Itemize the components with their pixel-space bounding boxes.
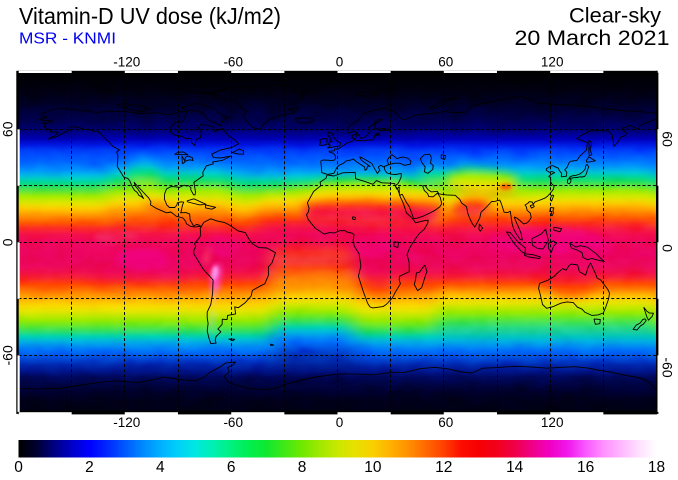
svg-text:0: 0 [336, 415, 344, 430]
svg-text:12: 12 [435, 459, 452, 476]
svg-text:2: 2 [85, 459, 94, 476]
svg-text:0: 0 [0, 238, 16, 246]
svg-text:120: 120 [541, 55, 564, 70]
svg-text:20 March 2021: 20 March 2021 [515, 26, 670, 50]
svg-text:-60: -60 [223, 55, 243, 70]
svg-text:14: 14 [506, 459, 524, 476]
svg-text:120: 120 [541, 415, 564, 430]
svg-text:16: 16 [577, 459, 594, 476]
svg-text:60: 60 [659, 131, 675, 147]
svg-text:60: 60 [438, 415, 453, 430]
svg-text:60: 60 [0, 121, 16, 137]
svg-text:6: 6 [227, 459, 236, 476]
svg-text:MSR - KNMI: MSR - KNMI [19, 31, 116, 48]
svg-text:0: 0 [659, 244, 675, 252]
svg-text:60: 60 [438, 55, 453, 70]
svg-text:10: 10 [364, 459, 382, 476]
svg-text:-120: -120 [113, 55, 140, 70]
svg-text:-120: -120 [113, 415, 140, 430]
svg-text:18: 18 [648, 459, 665, 476]
svg-text:4: 4 [156, 459, 165, 476]
svg-text:-60: -60 [223, 415, 243, 430]
svg-text:0: 0 [14, 459, 23, 476]
svg-text:0: 0 [336, 55, 344, 70]
svg-text:Vitamin-D UV dose (kJ/m2): Vitamin-D UV dose (kJ/m2) [19, 3, 281, 29]
svg-text:-60: -60 [0, 345, 16, 365]
svg-text:8: 8 [298, 459, 307, 476]
svg-text:Clear-sky: Clear-sky [569, 4, 661, 28]
svg-text:-60: -60 [659, 357, 675, 377]
